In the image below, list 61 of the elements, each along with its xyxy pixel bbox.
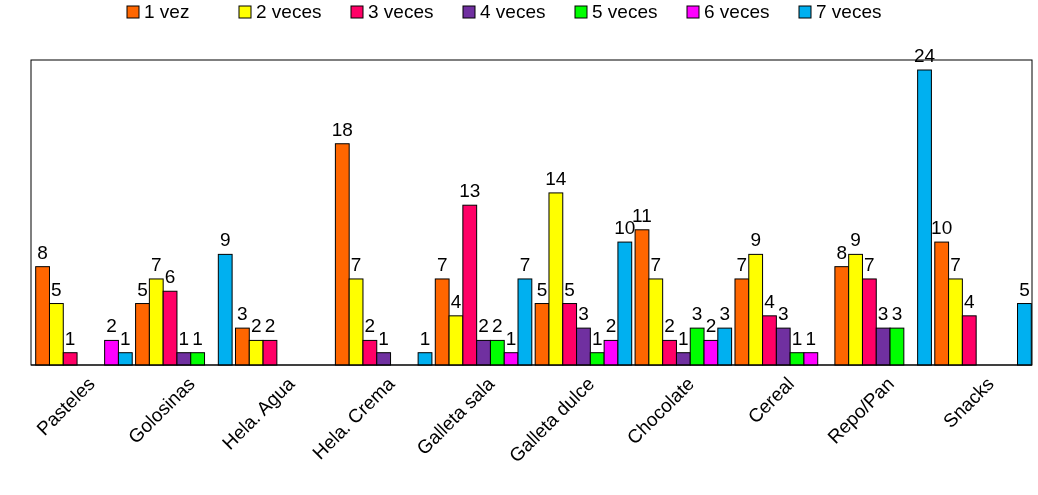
data-label: 1	[591, 327, 603, 349]
data-label: 1	[791, 327, 803, 349]
data-label: 5	[51, 278, 62, 300]
data-label: 3	[777, 303, 789, 325]
data-label: 5	[137, 278, 148, 300]
data-label: 9	[850, 229, 861, 251]
data-label: 3	[691, 303, 703, 325]
data-label: 7	[950, 253, 961, 275]
legend-label: 2 veces	[256, 1, 322, 22]
data-label: 1	[505, 327, 517, 349]
legend-label: 3 veces	[368, 1, 434, 22]
data-label: 7	[519, 253, 531, 275]
data-label: 2	[605, 315, 617, 337]
data-label: 1	[805, 327, 817, 349]
data-label: 1	[178, 327, 190, 349]
data-label: 7	[350, 253, 362, 275]
data-label: 9	[750, 229, 761, 251]
data-label: 6	[164, 266, 176, 288]
data-label: 8	[37, 241, 48, 263]
legend-label: 4 veces	[480, 1, 546, 22]
data-label: 4	[963, 290, 975, 312]
data-label: 5	[1019, 278, 1030, 300]
data-label: 7	[650, 253, 662, 275]
data-label: 4	[450, 290, 462, 312]
data-label: 13	[459, 180, 481, 202]
data-label: 18	[331, 118, 353, 140]
data-label: 2	[492, 315, 503, 337]
data-label: 1	[678, 327, 689, 349]
data-label: 3	[578, 303, 589, 325]
data-label: 2	[106, 315, 117, 337]
data-label: 2	[250, 315, 262, 337]
data-label: 3	[719, 303, 731, 325]
data-label: 3	[237, 303, 248, 325]
data-label: 5	[564, 278, 575, 300]
legend-label: 7 veces	[816, 1, 882, 22]
data-label: 2	[264, 315, 276, 337]
data-label: 3	[891, 303, 903, 325]
data-label: 8	[836, 241, 848, 263]
data-label: 7	[736, 253, 748, 275]
legend-label: 6 veces	[704, 1, 770, 22]
data-label: 2	[478, 315, 489, 337]
data-label: 14	[545, 167, 567, 189]
data-label: 9	[219, 229, 231, 251]
data-label: 4	[764, 290, 776, 312]
data-label: 3	[877, 303, 889, 325]
data-label: 1	[192, 327, 203, 349]
data-label: 1	[419, 327, 431, 349]
data-label: 2	[705, 315, 717, 337]
data-label: 2	[664, 315, 675, 337]
data-label: 7	[864, 253, 875, 275]
data-label: 7	[436, 253, 448, 275]
data-label: 24	[913, 45, 936, 66]
legend-label: 1 vez	[144, 1, 190, 22]
data-label: 2	[364, 315, 376, 337]
data-label: 1	[120, 327, 131, 349]
data-label: 7	[150, 253, 162, 275]
data-label: 1	[378, 327, 389, 349]
data-label: 1	[64, 327, 76, 349]
data-label: 5	[536, 278, 548, 300]
legend-label: 5 veces	[592, 1, 658, 22]
data-label: 10	[931, 217, 953, 239]
